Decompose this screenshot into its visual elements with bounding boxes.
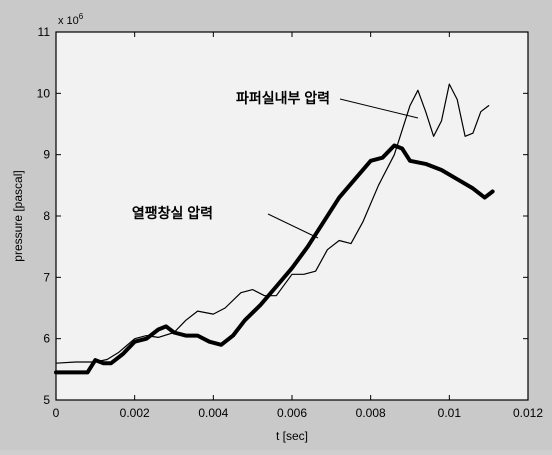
y-tick-label: 11: [38, 25, 51, 39]
y-tick-label: 10: [37, 86, 51, 100]
x-tick-label: 0.002: [120, 406, 150, 420]
x-tick-label: 0.012: [513, 406, 543, 420]
y-tick-label: 5: [43, 393, 50, 407]
annotation-leader-line: [267, 213, 319, 239]
exponent-label: x 106: [58, 12, 84, 27]
x-tick-label: 0.006: [277, 406, 307, 420]
annotation-leader-line: [339, 98, 419, 119]
series-group: [54, 83, 495, 375]
y-tick-label: 8: [43, 209, 50, 223]
series-line-puffer-chamber: [55, 83, 490, 364]
x-tick-label: 0.004: [198, 406, 228, 420]
y-tick-label: 6: [43, 332, 50, 346]
y-axis-label: pressure [pascal]: [11, 170, 25, 261]
y-tick-label: 7: [43, 270, 50, 284]
x-tick-label: 0.008: [356, 406, 386, 420]
x-tick-label: 0.01: [438, 406, 462, 420]
annotation-label: 열팽창실 압력: [132, 205, 213, 221]
axis-ticks: 0 0.002 0.004 0.006 0.008 0.01 0.012 5 6 7 8 9 10 11: [37, 25, 544, 420]
annotation-label: 파퍼실내부 압력: [236, 90, 330, 106]
x-axis-label: t [sec]: [276, 429, 308, 443]
x-tick-label: 0: [53, 406, 60, 420]
series-line-expansion-chamber: [54, 143, 495, 375]
y-tick-label: 9: [43, 148, 50, 162]
